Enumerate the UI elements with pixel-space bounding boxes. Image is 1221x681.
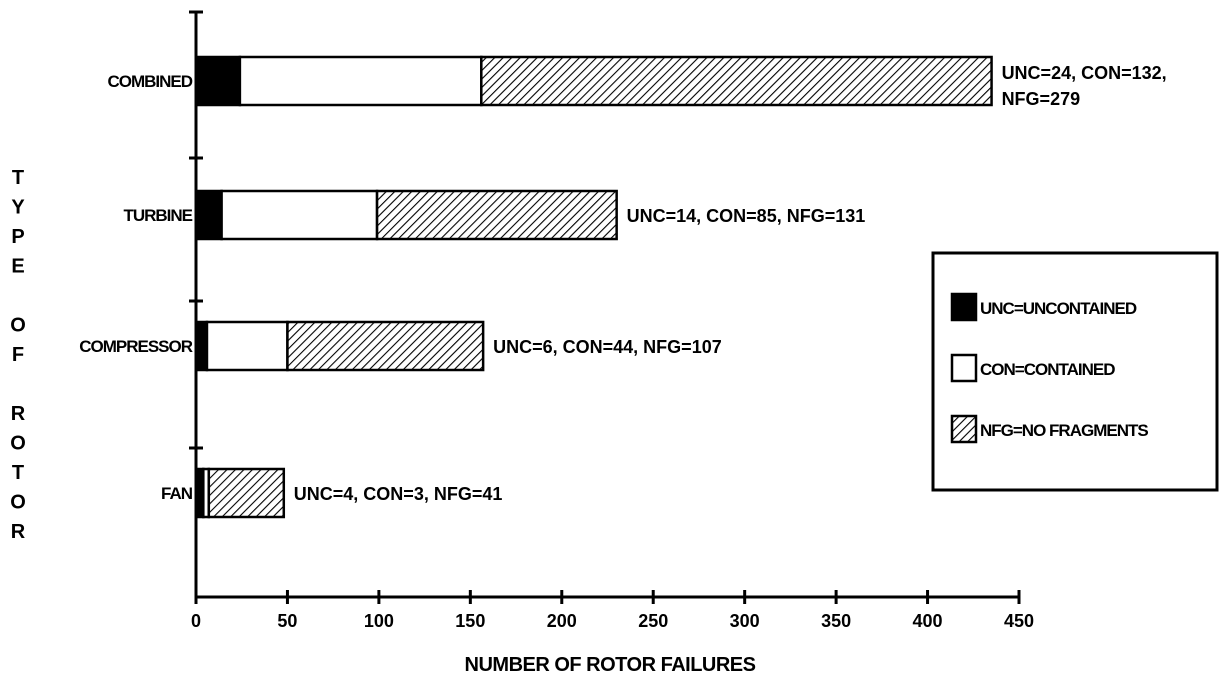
legend-label-nfg: NFG=NO FRAGMENTS — [980, 421, 1148, 440]
y-axis-label-letter: R — [11, 403, 26, 425]
bar-combined-unc — [194, 55, 242, 107]
category-label-turbine: TURBINE — [123, 206, 192, 225]
y-axis-label-letter: T — [12, 167, 24, 189]
bar-annotations: UNC=24, CON=132, NFG=279 UNC=14, CON=85, N… — [294, 63, 1167, 504]
x-tick-label-150: 150 — [455, 611, 485, 631]
x-tick-label-250: 250 — [638, 611, 668, 631]
y-axis-label-letter: E — [11, 256, 24, 278]
x-tick-label-400: 400 — [913, 611, 943, 631]
bar-compressor-unc — [194, 320, 209, 372]
x-tick-label-450: 450 — [1004, 611, 1034, 631]
legend-swatch-nfg — [950, 414, 978, 444]
bar-fan-nfg — [207, 467, 286, 519]
y-axis-label-letter: O — [10, 492, 26, 514]
y-axis-label-letter: R — [11, 521, 26, 543]
category-label-combined: COMBINED — [107, 72, 192, 91]
legend: UNC=UNCONTAINED CON=CONTAINED NFG=NO FRAGM… — [931, 251, 1219, 492]
x-tick-label-350: 350 — [821, 611, 851, 631]
legend-swatch-unc — [950, 292, 978, 322]
y-axis-label-letter: F — [12, 344, 24, 366]
bar-annotation-combined: UNC=24, CON=132, — [1002, 63, 1167, 83]
category-labels: COMBINED TURBINE COMPRESSOR FAN — [79, 72, 194, 503]
x-tick-labels: 0 50 100 150 200 250 300 350 400 450 — [191, 611, 1034, 631]
bar-annotation-combined-line2: NFG=279 — [1002, 89, 1081, 109]
bar-compressor-con — [205, 320, 289, 372]
x-tick-label-300: 300 — [730, 611, 760, 631]
legend-box — [931, 251, 1219, 492]
legend-label-con: CON=CONTAINED — [980, 360, 1115, 379]
x-tick-label-0: 0 — [191, 611, 201, 631]
x-tick-label-50: 50 — [277, 611, 297, 631]
x-tick-label-200: 200 — [547, 611, 577, 631]
bars — [194, 55, 993, 519]
y-axis-label-letter: P — [11, 226, 24, 248]
y-axis-label-letter: O — [10, 433, 26, 455]
legend-label-unc: UNC=UNCONTAINED — [980, 299, 1137, 318]
y-axis-label-letter: O — [10, 315, 26, 337]
y-axis-label-letter: Y — [11, 197, 25, 219]
bar-turbine-unc — [194, 189, 223, 241]
bar-combined-nfg — [480, 55, 993, 107]
bar-annotation-turbine: UNC=14, CON=85, NFG=131 — [627, 206, 866, 226]
bar-annotation-compressor: UNC=6, CON=44, NFG=107 — [493, 337, 722, 357]
bar-compressor-nfg — [286, 320, 485, 372]
bar-turbine-nfg — [375, 189, 618, 241]
category-label-fan: FAN — [161, 484, 193, 503]
y-axis-label-letter: T — [12, 462, 24, 484]
category-label-compressor: COMPRESSOR — [79, 337, 193, 356]
x-axis-label: NUMBER OF ROTOR FAILURES — [465, 654, 756, 676]
legend-swatch-con — [950, 353, 978, 383]
bar-turbine-con — [220, 189, 379, 241]
bar-combined-con — [238, 55, 483, 107]
x-tick-label-100: 100 — [364, 611, 394, 631]
bar-annotation-fan: UNC=4, CON=3, NFG=41 — [294, 484, 503, 504]
